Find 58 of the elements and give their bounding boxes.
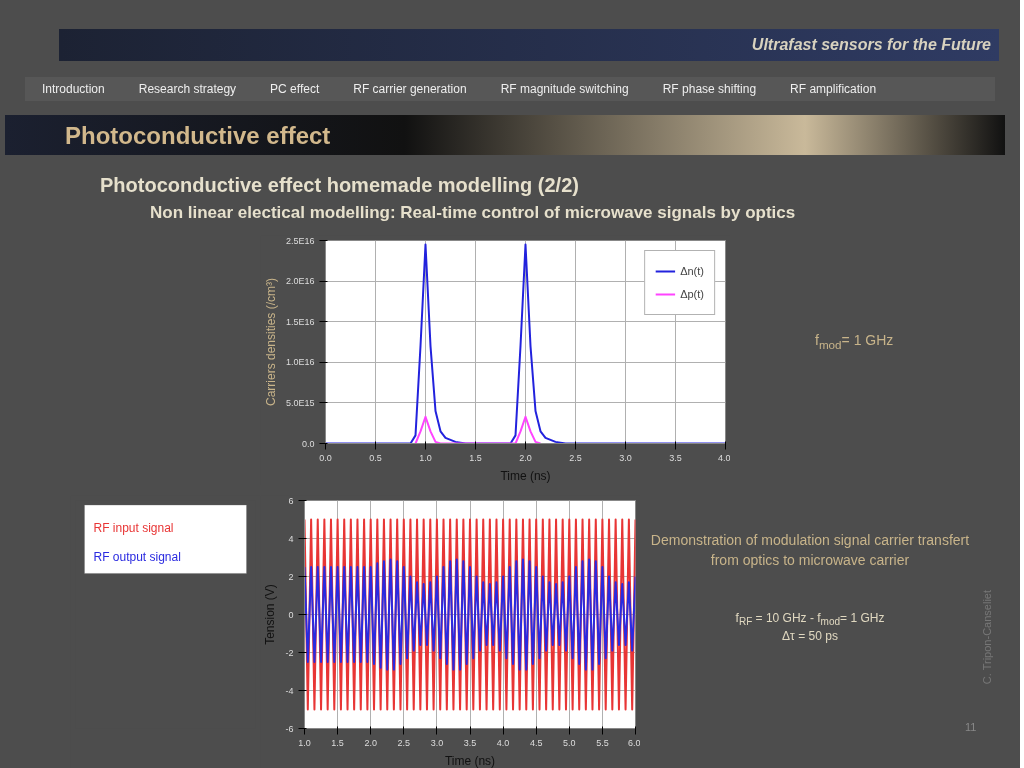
text: RF carrier generation xyxy=(353,81,467,98)
x-tick-label: 2.5 xyxy=(397,737,411,748)
y-tick-label: 6 xyxy=(288,495,294,506)
y-tick-label: -4 xyxy=(285,685,294,696)
x-axis-title: Time (ns) xyxy=(500,468,551,483)
x-tick-label: 1.5 xyxy=(331,737,344,748)
chart-title: Photoconductive effect homemade modelling (2/2) xyxy=(100,173,579,198)
x-tick-label: 4.5 xyxy=(529,737,543,748)
text: RF output signal xyxy=(93,550,181,565)
text: RF phase shifting xyxy=(662,81,757,98)
text: f$_{RF}$ = 10 GHz - f$_{mod}$= 1 GHz xyxy=(734,610,886,630)
text: Research strategy xyxy=(138,81,237,98)
x-tick-label: 0.0 xyxy=(319,452,332,463)
text: RF magnitude switching xyxy=(500,81,629,98)
x-tick-label: 3.5 xyxy=(669,452,682,463)
y-tick-label: 0 xyxy=(288,609,294,620)
x-tick-label: 2.0 xyxy=(519,452,532,463)
text: RF input signal xyxy=(93,520,174,535)
x-tick-label: 3.0 xyxy=(619,452,632,463)
y-tick-label: 4 xyxy=(288,533,294,544)
x-tick-label: 2.0 xyxy=(364,737,377,748)
text: Introduction xyxy=(42,81,105,98)
x-tick-label: 4.0 xyxy=(496,737,510,748)
text: Ultrafast sensors for the Future xyxy=(59,29,999,61)
y-axis-title: Carriers densities (/cm³) xyxy=(263,277,278,407)
text: RF amplification xyxy=(790,81,877,98)
legend-label: Δn(t) xyxy=(680,265,704,277)
x-tick-label: 6.0 xyxy=(627,737,641,748)
text: Photoconductive effect xyxy=(65,121,331,151)
x-tick-label: 3.0 xyxy=(430,737,444,748)
y-tick-label: 1.5E16 xyxy=(285,316,315,327)
line-series xyxy=(304,558,636,671)
x-tick-label: 1.5 xyxy=(469,452,482,463)
y-axis-title: Tension (V) xyxy=(263,584,278,645)
y-tick-label: 2.0E16 xyxy=(285,276,315,287)
y-tick-label: 2.5E16 xyxy=(285,235,315,246)
text: PC effect xyxy=(270,81,320,98)
x-tick-label: 1.0 xyxy=(298,737,311,748)
text: Δτ = 50 ps xyxy=(781,628,839,645)
text: 11 xyxy=(965,720,977,735)
x-tick-label: 2.5 xyxy=(569,452,582,463)
y-tick-label: -2 xyxy=(285,647,294,658)
y-tick-label: -6 xyxy=(285,723,294,734)
x-tick-label: 1.0 xyxy=(419,452,432,463)
text: f$_{mod}$= 1 GHz xyxy=(815,331,894,353)
x-tick-label: 3.5 xyxy=(463,737,477,748)
y-tick-label: 5.0E15 xyxy=(285,397,315,408)
x-tick-label: 5.5 xyxy=(596,737,609,748)
x-tick-label: 5.0 xyxy=(563,737,576,748)
chart-subtitle: Non linear electical modelling: Real-time control of microwave signals by optics xyxy=(150,202,796,224)
x-tick-label: 0.5 xyxy=(369,452,382,463)
text: Demonstration of modulation signal carrier transfert from optics to microwave carrier xyxy=(649,531,971,570)
x-tick-label: 4.0 xyxy=(717,452,731,463)
x-axis-title: Time (ns) xyxy=(444,753,496,768)
y-tick-label: 0.0 xyxy=(301,438,315,449)
legend-label: Δp(t) xyxy=(680,288,704,300)
y-tick-label: 1.0E16 xyxy=(285,357,315,368)
y-tick-label: 2 xyxy=(288,571,294,582)
